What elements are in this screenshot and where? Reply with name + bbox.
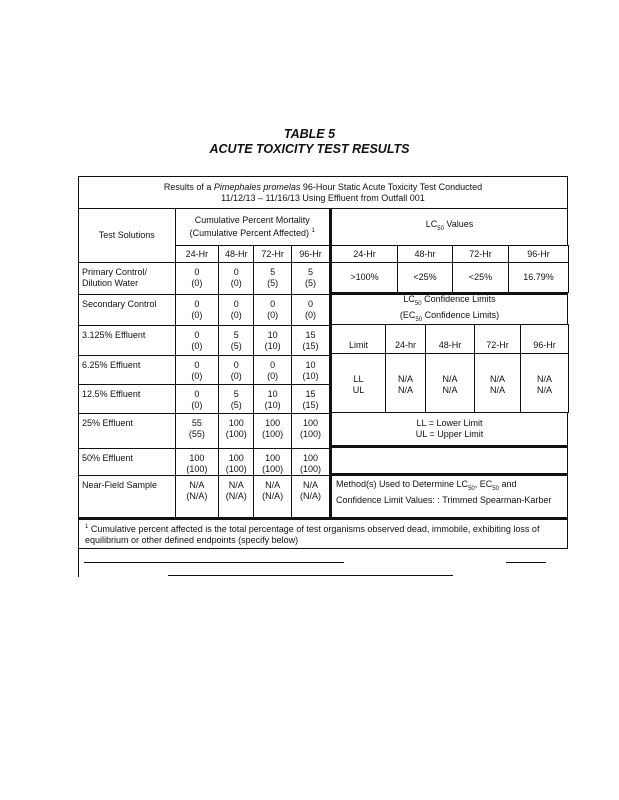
table-title: TABLE 5 xyxy=(283,127,336,141)
table-row: Primary Control/ Dilution Water 0 (0) 0 (0) 5… xyxy=(78,262,330,295)
mortality-cell: 0 (0) xyxy=(174,355,220,385)
confidence-col-header: 96-Hr xyxy=(520,324,569,354)
hour-header: 96-Hr xyxy=(291,245,330,263)
lc50-value: <25% xyxy=(397,262,453,293)
table-row: Secondary Control 0 (0) 0 (0) 0 (0) 0 (0) xyxy=(78,294,330,326)
table-row: 25% Effluent 55 (55) 100 (100) 100 (100) 100 (10… xyxy=(78,413,330,449)
confidence-col-header: 48-Hr xyxy=(425,324,475,354)
confidence-cell: N/A N/A xyxy=(385,353,426,413)
mortality-cell: 0 (0) xyxy=(253,355,293,385)
lc50-header: LC50 Values xyxy=(331,208,568,246)
confidence-col-header: 24-hr xyxy=(385,324,426,354)
mortality-cell: 100 (100) xyxy=(253,448,293,476)
thick-divider xyxy=(331,473,568,476)
mortality-cell: 15 (15) xyxy=(291,325,330,356)
method-note: Method(s) Used to Determine LC50, EC50 a… xyxy=(331,475,568,519)
thick-divider xyxy=(331,445,568,448)
mortality-cell: 10 (10) xyxy=(253,325,293,356)
footnote: 1 Cumulative percent affected is the tot… xyxy=(78,519,568,549)
table-caption: Results of a Pimephales promelas 96-Hour… xyxy=(78,176,568,209)
mortality-cell: N/A (N/A) xyxy=(174,475,220,520)
thick-divider xyxy=(78,517,568,520)
row-label: 3.125% Effluent xyxy=(78,325,176,356)
mortality-cell: 100 (100) xyxy=(218,413,255,449)
mortality-cell: 0 (0) xyxy=(174,325,220,356)
hour-header: 48-Hr xyxy=(218,245,255,263)
test-solutions-header: Test Solutions xyxy=(78,208,176,263)
thick-divider xyxy=(331,292,568,295)
mortality-cell: N/A (N/A) xyxy=(253,475,293,520)
hour-header: 24-Hr xyxy=(174,245,220,263)
mortality-cell: 100 (100) xyxy=(291,413,330,449)
lc50-value: 16.79% xyxy=(508,262,569,293)
table-row: 12.5% Effluent 0 (0) 5 (5) 10 (10) 15 (15) xyxy=(78,384,330,414)
row-label: Secondary Control xyxy=(78,294,176,326)
mortality-cell: 5 (5) xyxy=(253,262,293,295)
confidence-header: LC50 Confidence Limits (EC50 Confidence L… xyxy=(331,294,568,325)
limit-legend: LL = Lower Limit UL = Upper Limit xyxy=(331,412,568,446)
mortality-cell: N/A (N/A) xyxy=(291,475,330,520)
mortality-cell: 100 (100) xyxy=(291,448,330,476)
mortality-cell: 5 (5) xyxy=(218,325,255,356)
table-row: Near-Field Sample N/A (N/A) N/A (N/A) N/A (N/A… xyxy=(78,475,330,520)
confidence-cell: N/A N/A xyxy=(520,353,569,413)
confidence-col-header: Limit xyxy=(331,324,386,354)
mortality-cell: 10 (10) xyxy=(291,355,330,385)
mortality-cell: 100 (100) xyxy=(218,448,255,476)
mortality-cell: 0 (0) xyxy=(253,294,293,326)
mortality-cell: 100 (100) xyxy=(174,448,220,476)
lc50-hour-header: 72-Hr xyxy=(452,245,509,263)
mortality-cell: 0 (0) xyxy=(291,294,330,326)
lc50-value: >100% xyxy=(331,262,398,293)
mortality-cell: 0 (0) xyxy=(174,384,220,414)
mortality-cell: 55 (55) xyxy=(174,413,220,449)
lc50-value: <25% xyxy=(452,262,509,293)
blank-line xyxy=(506,562,546,563)
mortality-cell: 0 (0) xyxy=(218,355,255,385)
mortality-cell: 0 (0) xyxy=(218,294,255,326)
row-label: 12.5% Effluent xyxy=(78,384,176,414)
lc50-hour-header: 96-Hr xyxy=(508,245,569,263)
confidence-col-header: 72-Hr xyxy=(474,324,521,354)
blank-line xyxy=(84,562,344,563)
row-label: Primary Control/ Dilution Water xyxy=(78,262,176,295)
table-row: 50% Effluent 100 (100) 100 (100) 100 (100) 100(… xyxy=(78,448,330,476)
confidence-cell: LL UL xyxy=(331,353,386,413)
mortality-cell: 0 (0) xyxy=(218,262,255,295)
thick-divider xyxy=(329,208,332,519)
mortality-cell: 5 (5) xyxy=(291,262,330,295)
blank-line xyxy=(168,575,453,576)
mortality-cell: 0 (0) xyxy=(174,294,220,326)
confidence-cell: N/A N/A xyxy=(425,353,475,413)
mortality-cell: N/A (N/A) xyxy=(218,475,255,520)
confidence-cell: N/A N/A xyxy=(474,353,521,413)
mortality-cell: 15 (15) xyxy=(291,384,330,414)
table-subtitle: ACUTE TOXICITY TEST RESULTS xyxy=(209,142,410,156)
mortality-cell: 0 (0) xyxy=(174,262,220,295)
mortality-group-header: Cumulative Percent Mortality (Cumulative … xyxy=(174,208,331,246)
row-label: 6.25% Effluent xyxy=(78,355,176,385)
border-line xyxy=(78,549,79,577)
species-name: Pimephales promelas xyxy=(213,181,301,192)
lc50-hour-header: 48-hr xyxy=(397,245,453,263)
empty-cell xyxy=(331,447,568,475)
hour-header: 72-Hr xyxy=(253,245,293,263)
mortality-table: Test Solutions Cumulative Percent Mortal… xyxy=(78,208,331,520)
mortality-cell: 5 (5) xyxy=(218,384,255,414)
table-row: 6.25% Effluent 0 (0) 0 (0) 0 (0) 10 (10) xyxy=(78,355,330,385)
mortality-cell: 10 (10) xyxy=(253,384,293,414)
mortality-cell: 100 (100) xyxy=(253,413,293,449)
row-label: 25% Effluent xyxy=(78,413,176,449)
row-label: 50% Effluent xyxy=(78,448,176,476)
table-row: 3.125% Effluent 0 (0) 5 (5) 10 (10) 15 (15) xyxy=(78,325,330,356)
row-label: Near-Field Sample xyxy=(78,475,176,520)
lc50-hour-header: 24-Hr xyxy=(331,245,398,263)
